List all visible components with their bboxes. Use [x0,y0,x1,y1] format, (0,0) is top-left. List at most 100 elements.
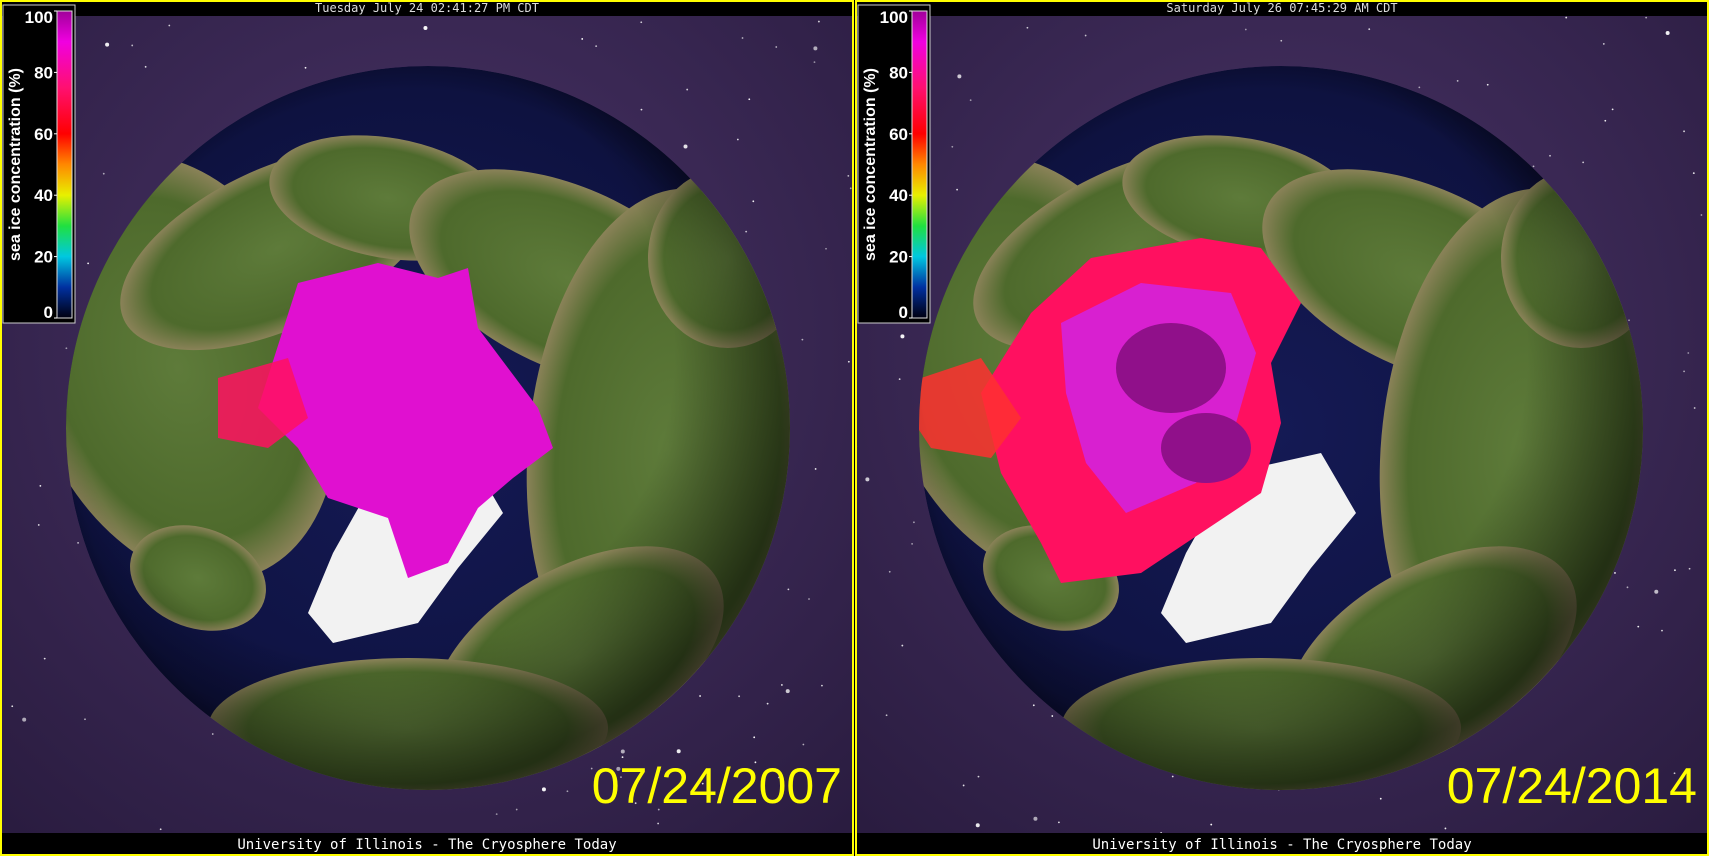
colorbar-tick-label: 0 [44,303,53,322]
star [159,828,162,831]
colorbar-tick-label: 20 [889,248,908,267]
star [1614,572,1616,574]
star [581,38,584,40]
star [865,477,870,482]
star [901,644,904,647]
star [87,262,90,265]
star [1444,827,1447,830]
panel-body: Tuesday July 24 02:41:27 PM CDT Universit… [0,0,854,856]
star [787,588,790,591]
star [777,776,780,779]
colorbar-tick-label: 100 [880,8,908,27]
star [1058,821,1060,824]
star [1418,86,1421,89]
star [1692,172,1695,175]
star [676,749,681,754]
star [766,702,769,705]
star [780,684,783,686]
star [962,784,965,787]
star [969,99,972,102]
colorbar-tick-label: 100 [25,8,53,27]
star [775,46,778,48]
panel: Saturday July 26 07:45:29 AM CDT Universi… [855,0,1709,856]
globe-shade [919,66,1643,790]
star [813,61,816,64]
star [657,822,660,825]
star [566,790,569,793]
star [1032,704,1035,707]
star [847,360,850,363]
panel-body: Saturday July 26 07:45:29 AM CDT Universi… [855,0,1709,856]
star [1602,43,1605,45]
star [975,823,980,828]
star [1687,352,1690,354]
footer: University of Illinois - The Cryosphere … [1092,837,1471,853]
star [616,766,621,771]
star [1604,119,1607,122]
timestamp: Tuesday July 24 02:41:27 PM CDT [315,1,539,15]
star [595,45,598,48]
panel-border [855,0,1709,856]
star [1368,28,1371,31]
star [1637,625,1640,628]
star [423,26,428,31]
star [43,657,46,660]
star [1665,31,1670,36]
star [634,802,637,805]
star [754,761,757,764]
star [888,570,891,573]
star [515,808,518,811]
star [801,338,804,341]
star [951,145,954,148]
star [1626,586,1629,589]
star [1700,214,1703,216]
footer-bar [0,833,854,856]
date-label: 07/24/2014 [1447,758,1697,814]
star [541,787,546,792]
colorbar-tick-label: 60 [34,125,53,144]
star [1661,629,1663,632]
colorbar-tick-label: 40 [34,186,53,205]
star [1486,83,1489,86]
star [620,776,622,779]
colorbar-label: sea ice concentration (%) [7,68,24,261]
top-bar [0,0,854,16]
star [131,44,134,47]
star [802,743,805,746]
colorbar-label: sea ice concentration (%) [862,68,879,261]
star [1033,816,1038,821]
star [1051,715,1054,717]
star [813,46,818,51]
star [621,756,624,759]
star [1674,569,1676,572]
star [911,542,913,545]
colorbar-gradient [911,10,928,319]
star [1688,567,1691,570]
star [808,598,810,600]
star [1693,407,1696,409]
colorbar-tick-label: 20 [34,248,53,267]
star [686,88,689,91]
star [814,468,817,470]
star [1084,34,1087,37]
panel: Tuesday July 24 02:41:27 PM CDT Universit… [0,0,854,856]
star [753,736,756,739]
star [65,347,68,350]
star [168,24,171,27]
star [957,74,962,79]
star [825,247,827,250]
star [39,484,42,487]
colorbar-tick-label: 40 [889,186,908,205]
star [37,524,40,526]
timestamp: Saturday July 26 07:45:29 AM CDT [1166,1,1397,15]
star [304,66,307,69]
star [211,733,214,735]
star [683,144,688,149]
star [102,172,105,175]
star [1582,161,1585,164]
star [898,378,901,381]
star [956,188,958,191]
star [849,187,852,190]
footer: University of Illinois - The Cryosphere … [237,837,616,853]
star [847,174,850,177]
